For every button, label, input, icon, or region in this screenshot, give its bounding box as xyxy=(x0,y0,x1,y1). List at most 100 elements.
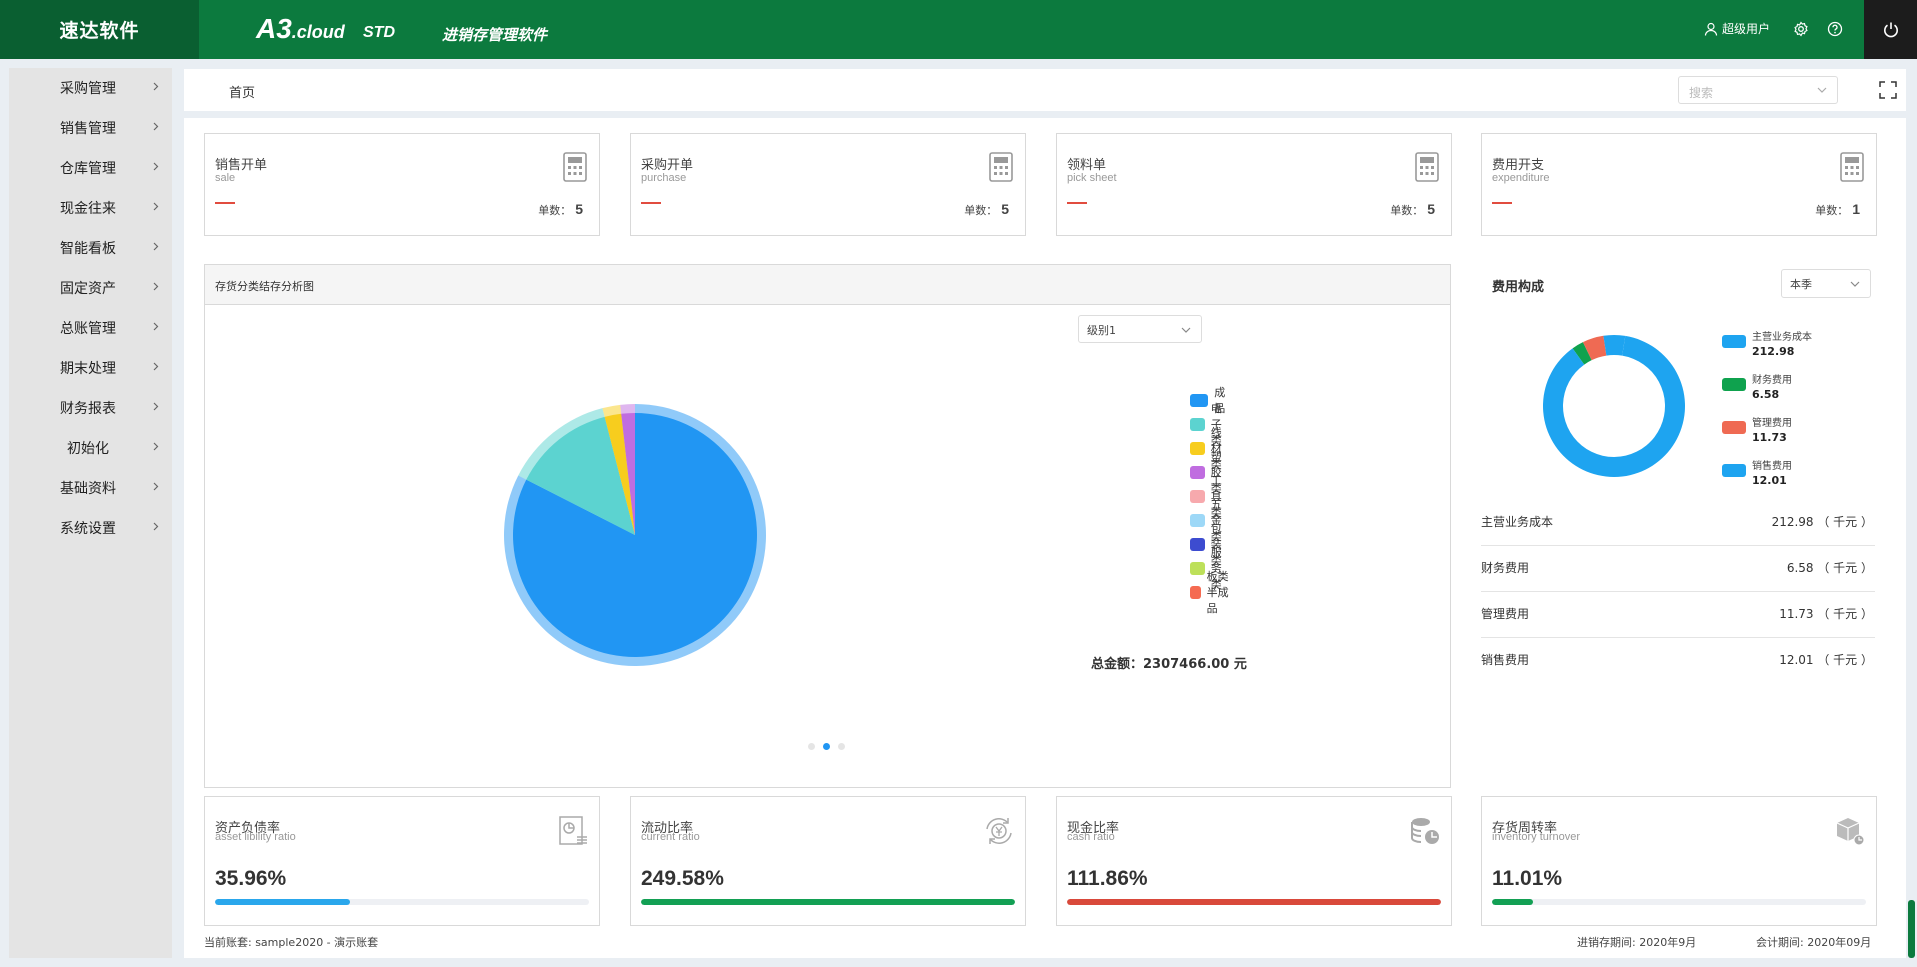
legend-label: 包装类 xyxy=(1210,522,1222,567)
sidebar-item-reports[interactable]: 财务报表 xyxy=(9,388,172,428)
legend-item[interactable]: 服务类 xyxy=(1190,546,1231,591)
legend-item[interactable]: 电子类 xyxy=(1190,402,1231,447)
sidebar-item-init[interactable]: 初始化 xyxy=(9,428,172,468)
legend-item[interactable]: 五金类 xyxy=(1190,498,1231,543)
carousel-dots xyxy=(808,743,845,750)
pie-slice[interactable] xyxy=(604,413,635,535)
kpi-title: 现金比率 xyxy=(1067,821,1120,836)
legend-swatch xyxy=(1722,378,1746,391)
legend-label: 工具类 xyxy=(1210,474,1222,519)
sidebar-item-purchase[interactable]: 采购管理 xyxy=(9,68,172,108)
scrollbar[interactable] xyxy=(1908,900,1915,958)
help-icon[interactable] xyxy=(1827,21,1843,37)
sidebar-item-label: 总账管理 xyxy=(60,321,116,337)
kpi-value: 249.58% xyxy=(641,867,724,890)
breadcrumb-home[interactable]: 首页 xyxy=(229,86,256,101)
sidebar: 采购管理 销售管理 仓库管理 现金往来 智能看板 固定资产 总账管理 期末处理 … xyxy=(9,68,172,958)
sidebar-item-sales[interactable]: 销售管理 xyxy=(9,108,172,148)
power-icon xyxy=(1883,22,1898,37)
period-select[interactable]: 本季 xyxy=(1781,269,1871,298)
cost-row-value: 11.73 （ 千元 ） xyxy=(1779,607,1873,621)
sidebar-item-basic-data[interactable]: 基础资料 xyxy=(9,468,172,508)
legend-swatch xyxy=(1722,421,1746,434)
product-name: A3.cloud xyxy=(256,13,345,45)
kpi-asset-liability[interactable]: 资产负债率 asset libility ratio 35.96% xyxy=(204,796,600,926)
legend-label: 管理费用 xyxy=(1752,418,1792,429)
kpi-title: 资产负债率 xyxy=(215,821,281,836)
card-subtitle: sale xyxy=(215,172,236,184)
sidebar-item-label: 仓库管理 xyxy=(60,161,116,177)
card-sale[interactable]: 销售开单 sale 单数： 5 xyxy=(204,133,600,236)
legend-label: 电子类 xyxy=(1210,402,1222,447)
kpi-progress-track xyxy=(1492,899,1866,905)
sidebar-item-label: 智能看板 xyxy=(60,241,116,257)
legend-item[interactable]: 塑胶类 xyxy=(1190,450,1231,495)
sidebar-item-period-end[interactable]: 期末处理 xyxy=(9,348,172,388)
cost-donut-chart xyxy=(1543,335,1685,477)
settings-icon[interactable] xyxy=(1793,21,1809,37)
fullscreen-icon[interactable] xyxy=(1878,80,1898,100)
logout-button[interactable] xyxy=(1864,0,1917,59)
pie-slice[interactable] xyxy=(621,413,635,535)
chevron-right-icon xyxy=(153,82,159,91)
card-subtitle: purchase xyxy=(641,172,687,184)
level-select-value: 级别1 xyxy=(1087,324,1116,337)
legend-item[interactable]: 工具类 xyxy=(1190,474,1231,519)
card-pick-sheet[interactable]: 领料单 pick sheet 单数： 5 xyxy=(1056,133,1452,236)
sidebar-item-dashboard[interactable]: 智能看板 xyxy=(9,228,172,268)
donut-slice[interactable] xyxy=(1603,335,1626,356)
sidebar-item-label: 销售管理 xyxy=(60,121,116,137)
kpi-subtitle: cash ratio xyxy=(1067,831,1115,843)
calculator-icon xyxy=(989,152,1013,182)
product-suffix: .cloud xyxy=(291,22,345,42)
legend-item[interactable]: 包装类 xyxy=(1190,522,1231,567)
kpi-title: 存货周转率 xyxy=(1492,821,1558,836)
legend-item[interactable]: 成品 xyxy=(1190,386,1231,415)
sidebar-item-ledger[interactable]: 总账管理 xyxy=(9,308,172,348)
inventory-period: 进销存期间: 2020年9月 xyxy=(1577,936,1697,949)
card-purchase[interactable]: 采购开单 purchase 单数： 5 xyxy=(630,133,1026,236)
total-amount: 总金额：2307466.00 元 xyxy=(1091,657,1247,672)
user-menu[interactable]: 超级用户 xyxy=(1704,20,1770,37)
legend-item[interactable]: 线材类 xyxy=(1190,426,1231,471)
legend-value: 11.73 xyxy=(1752,431,1787,444)
kpi-progress-track xyxy=(215,899,589,905)
legend-swatch xyxy=(1190,489,1205,503)
product-main: A3 xyxy=(256,13,292,44)
sidebar-item-label: 采购管理 xyxy=(60,81,116,97)
sidebar-item-label: 现金往来 xyxy=(60,201,116,217)
kpi-subtitle: inventory turnover xyxy=(1492,831,1581,843)
level-select[interactable]: 级别1 xyxy=(1078,315,1202,343)
legend-label: 板类半成品 xyxy=(1206,570,1229,615)
pie-slice[interactable] xyxy=(526,416,635,535)
legend-swatch xyxy=(1190,417,1205,431)
card-count: 单数： 5 xyxy=(964,201,1009,217)
calculator-icon xyxy=(1840,152,1864,182)
kpi-cash-ratio[interactable]: 现金比率 cash ratio 111.86% xyxy=(1056,796,1452,926)
calculator-icon xyxy=(1415,152,1439,182)
carousel-dot[interactable] xyxy=(808,743,815,750)
sidebar-item-warehouse[interactable]: 仓库管理 xyxy=(9,148,172,188)
donut-slice[interactable] xyxy=(1543,335,1685,477)
sidebar-item-fixed-assets[interactable]: 固定资产 xyxy=(9,268,172,308)
search-select[interactable]: 搜索 xyxy=(1678,76,1838,104)
carousel-dot-active[interactable] xyxy=(823,743,830,750)
sidebar-item-cash[interactable]: 现金往来 xyxy=(9,188,172,228)
sidebar-item-system-settings[interactable]: 系统设置 xyxy=(9,508,172,548)
cost-row-name: 财务费用 xyxy=(1481,561,1530,575)
chevron-right-icon xyxy=(153,522,159,531)
cost-row-value: 12.01 （ 千元 ） xyxy=(1779,653,1873,667)
kpi-inventory-turnover[interactable]: 存货周转率 inventory turnover 11.01% xyxy=(1481,796,1877,926)
cost-panel-title: 费用构成 xyxy=(1492,280,1545,295)
donut-slice[interactable] xyxy=(1572,342,1592,365)
legend-swatch xyxy=(1190,393,1209,407)
kpi-current-ratio[interactable]: 流动比率 current ratio 249.58% xyxy=(630,796,1026,926)
donut-slice[interactable] xyxy=(1582,335,1607,361)
chevron-right-icon xyxy=(153,202,159,211)
kpi-value: 35.96% xyxy=(215,867,287,890)
panel-title: 存货分类结存分析图 xyxy=(205,265,1450,305)
legend-item[interactable]: 板类半成品 xyxy=(1190,570,1231,615)
card-expenditure[interactable]: 费用开支 expenditure 单数： 1 xyxy=(1481,133,1877,236)
carousel-dot[interactable] xyxy=(838,743,845,750)
kpi-value: 111.86% xyxy=(1067,867,1148,890)
